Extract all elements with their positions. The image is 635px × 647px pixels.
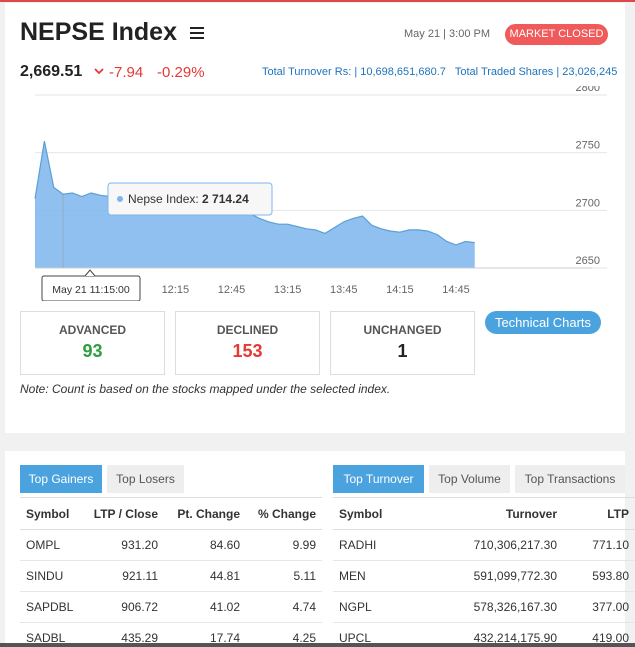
pct-change-cell: 5.11 <box>246 560 322 592</box>
gainers-table: Symbol LTP / Close Pt. Change % Change O… <box>20 497 322 647</box>
ltp-cell: 593.80 <box>563 560 635 592</box>
bottom-scrollbar[interactable] <box>0 643 635 647</box>
tooltip-time: May 21 11:15:00 <box>52 284 130 296</box>
column-header-ltp: LTP <box>563 497 635 530</box>
tab-top-transactions[interactable]: Top Transactions <box>515 465 625 493</box>
total-traded-shares: Total Traded Shares | 23,026,245 <box>454 66 618 78</box>
advanced-stat: ADVANCED 93 <box>20 311 165 375</box>
tooltip-value: 2 714.24 <box>202 192 249 206</box>
tab-top-gainers[interactable]: Top Gainers <box>20 465 102 493</box>
declined-count: 153 <box>232 341 263 361</box>
ltp-cell: 377.00 <box>563 591 635 623</box>
menu-icon[interactable] <box>190 27 204 39</box>
x-tick-label: 14:15 <box>386 284 414 296</box>
tooltip-label: Nepse Index: 2 714.24 <box>128 192 249 206</box>
unchanged-stat: UNCHANGED 1 <box>330 311 475 375</box>
table-row[interactable]: UPCL 432,214,175.90 419.00 <box>333 622 635 647</box>
table-row[interactable]: NGPL 578,326,167.30 377.00 <box>333 591 635 623</box>
column-header-pct-change: % Change <box>246 497 322 530</box>
symbol-cell[interactable]: UPCL <box>333 622 423 647</box>
tooltip-box <box>107 182 273 216</box>
tooltip-marker <box>117 196 123 202</box>
pct-change-cell: 4.25 <box>246 622 322 647</box>
y-tick-label: 2650 <box>576 255 600 267</box>
symbol-cell[interactable]: SINDU <box>20 560 86 592</box>
index-change-pct: -0.29% <box>157 64 205 81</box>
pct-change-cell: 9.99 <box>246 529 322 561</box>
ltp-cell: 435.29 <box>86 622 164 647</box>
x-tick-label: 14:45 <box>442 284 470 296</box>
pct-change-cell: 4.74 <box>246 591 322 623</box>
ltp-cell: 921.11 <box>86 560 164 592</box>
pt-change-cell: 41.02 <box>164 591 246 623</box>
x-tick-label: 12:15 <box>162 284 190 296</box>
index-change: -7.94 <box>109 64 144 81</box>
column-header-turnover: Turnover <box>423 497 563 530</box>
x-tick-label: 12:45 <box>218 284 246 296</box>
market-datetime: May 21 | 3:00 PM <box>404 28 491 40</box>
symbol-cell[interactable]: SADBL <box>20 622 86 647</box>
index-value: 2,669.51 <box>20 63 83 80</box>
turnover-table: Symbol Turnover LTP RADHI 710,306,217.30… <box>333 497 635 647</box>
index-note: Note: Count is based on the stocks mappe… <box>20 382 391 396</box>
market-turnover-summary: Total Turnover Rs: | 10,698,651,680.7 To… <box>262 66 617 78</box>
turnover-cell: 432,214,175.90 <box>423 622 563 647</box>
y-tick-label: 2750 <box>576 140 600 152</box>
pt-change-cell: 84.60 <box>164 529 246 561</box>
tab-top-turnover[interactable]: Top Turnover <box>333 465 424 493</box>
y-tick-label: 2700 <box>576 197 600 209</box>
chevron-down-icon <box>94 68 104 75</box>
column-header-ltp: LTP / Close <box>86 497 164 530</box>
turnover-cell: 710,306,217.30 <box>423 529 563 561</box>
ltp-cell: 931.20 <box>86 529 164 561</box>
column-header-symbol: Symbol <box>20 497 86 530</box>
total-turnover: Total Turnover Rs: | 10,698,651,680.7 <box>262 66 446 78</box>
tab-top-volume[interactable]: Top Volume <box>429 465 510 493</box>
page-title: NEPSE Index <box>20 18 177 46</box>
symbol-cell[interactable]: MEN <box>333 560 423 592</box>
table-row[interactable]: SADBL 435.29 17.74 4.25 <box>20 622 322 647</box>
declined-label: DECLINED <box>216 323 279 337</box>
table-row[interactable]: OMPL 931.20 84.60 9.99 <box>20 529 322 561</box>
turnover-cell: 591,099,772.30 <box>423 560 563 592</box>
unchanged-count: 1 <box>397 341 408 361</box>
pt-change-cell: 17.74 <box>164 622 246 647</box>
symbol-cell[interactable]: OMPL <box>20 529 86 561</box>
symbol-cell[interactable]: RADHI <box>333 529 423 561</box>
pt-change-cell: 44.81 <box>164 560 246 592</box>
declined-stat: DECLINED 153 <box>175 311 320 375</box>
column-header-symbol: Symbol <box>333 497 423 530</box>
turnover-cell: 578,326,167.30 <box>423 591 563 623</box>
x-tick-label: 13:15 <box>274 284 302 296</box>
column-header-pt-change: Pt. Change <box>164 497 246 530</box>
advanced-label: ADVANCED <box>58 323 127 337</box>
tooltip-time-pointer <box>84 269 96 277</box>
index-chart[interactable]: 280027502700265011:4512:1512:4513:1513:4… <box>20 86 620 301</box>
table-row[interactable]: RADHI 710,306,217.30 771.10 <box>333 529 635 561</box>
ltp-cell: 771.10 <box>563 529 635 561</box>
table-row[interactable]: SAPDBL 906.72 41.02 4.74 <box>20 591 322 623</box>
ltp-cell: 419.00 <box>563 622 635 647</box>
table-row[interactable]: MEN 591,099,772.30 593.80 <box>333 560 635 592</box>
x-tick-label: 13:45 <box>330 284 358 296</box>
table-row[interactable]: SINDU 921.11 44.81 5.11 <box>20 560 322 592</box>
symbol-cell[interactable]: NGPL <box>333 591 423 623</box>
tab-top-losers[interactable]: Top Losers <box>107 465 184 493</box>
market-status-badge: MARKET CLOSED <box>505 24 608 45</box>
symbol-cell[interactable]: SAPDBL <box>20 591 86 623</box>
series-area <box>35 141 475 268</box>
technical-charts-button[interactable]: Technical Charts <box>485 311 601 334</box>
advanced-count: 93 <box>82 341 103 361</box>
unchanged-label: UNCHANGED <box>363 323 442 337</box>
y-tick-label: 2800 <box>576 86 600 94</box>
ltp-cell: 906.72 <box>86 591 164 623</box>
top-accent-line <box>0 0 635 2</box>
